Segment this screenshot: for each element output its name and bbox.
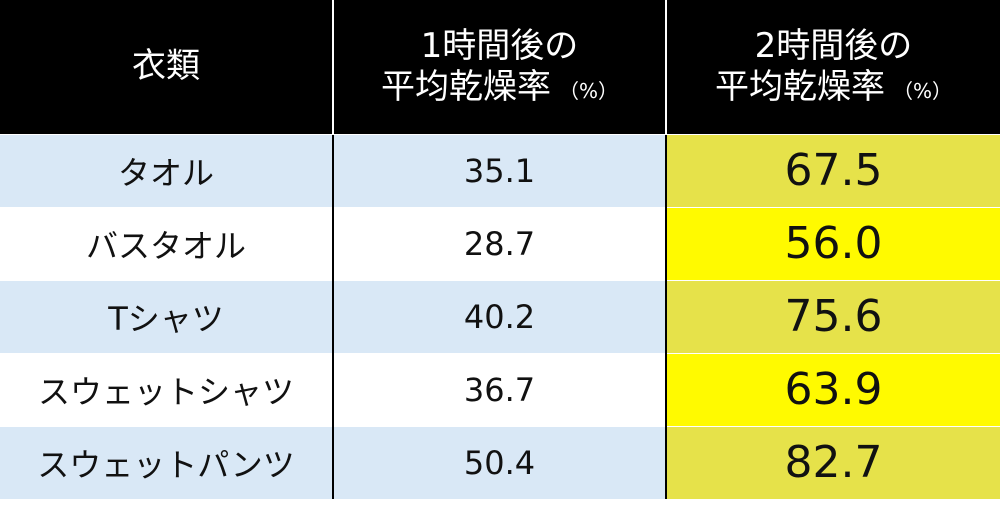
rate-after-2h: 75.6 (665, 279, 1000, 353)
table-row: スウェットシャツ 36.7 63.9 (0, 352, 1000, 426)
header-after-2h-unit: （%） (892, 78, 952, 103)
clothing-name: Tシャツ (0, 279, 333, 353)
rate-after-2h: 56.0 (665, 206, 1000, 280)
header-clothing: 衣類 (0, 0, 333, 134)
header-after-1h-line1: 1時間後の (420, 25, 579, 66)
rate-after-1h: 36.7 (332, 352, 666, 426)
header-after-1h-line2: 平均乾燥率 (380, 66, 551, 107)
table-row: Tシャツ 40.2 75.6 (0, 279, 1000, 353)
header-after-2h: 2時間後の 平均乾燥率 （%） (665, 0, 1000, 134)
table-row: スウェットパンツ 50.4 82.7 (0, 425, 1000, 499)
table-body: タオル 35.1 67.5 バスタオル 28.7 56.0 Tシャツ 40.2 … (0, 133, 1000, 499)
table-row: バスタオル 28.7 56.0 (0, 206, 1000, 280)
rate-after-1h: 40.2 (332, 279, 666, 353)
rate-after-1h: 35.1 (332, 133, 666, 207)
clothing-name: スウェットシャツ (0, 352, 333, 426)
clothing-name: バスタオル (0, 206, 333, 280)
header-after-1h-unit: （%） (558, 78, 618, 103)
header-after-1h: 1時間後の 平均乾燥率 （%） (332, 0, 666, 134)
header-clothing-label: 衣類 (132, 46, 200, 87)
rate-after-2h: 82.7 (665, 425, 1000, 499)
rate-after-1h: 28.7 (332, 206, 666, 280)
clothing-name: スウェットパンツ (0, 425, 333, 499)
rate-after-2h: 63.9 (665, 352, 1000, 426)
drying-rate-table: 衣類 1時間後の 平均乾燥率 （%） 2時間後の 平均乾燥率 （%） タオル 35.… (0, 0, 1000, 499)
header-after-2h-line2: 平均乾燥率 (714, 66, 885, 107)
rate-after-1h: 50.4 (332, 425, 666, 499)
header-after-2h-line1: 2時間後の (754, 25, 913, 66)
table-row: タオル 35.1 67.5 (0, 133, 1000, 207)
table-header: 衣類 1時間後の 平均乾燥率 （%） 2時間後の 平均乾燥率 （%） (0, 0, 1000, 134)
clothing-name: タオル (0, 133, 333, 207)
header-row: 衣類 1時間後の 平均乾燥率 （%） 2時間後の 平均乾燥率 （%） (0, 0, 1000, 134)
rate-after-2h: 67.5 (665, 133, 1000, 207)
